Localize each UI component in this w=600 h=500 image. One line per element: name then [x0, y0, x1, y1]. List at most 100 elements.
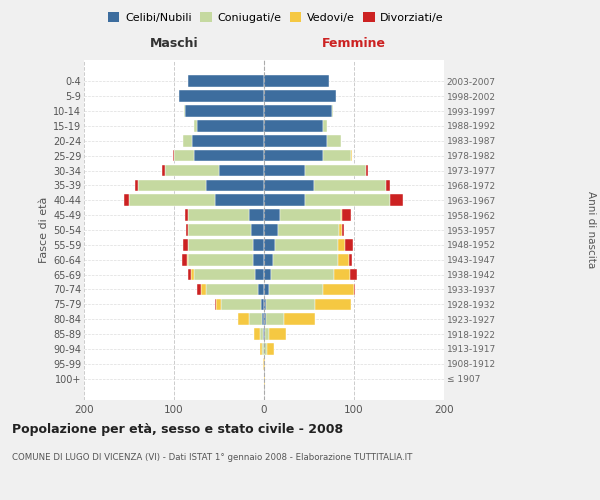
Bar	[260, 343, 262, 355]
Bar	[192, 135, 264, 146]
Bar	[205, 284, 258, 296]
Bar	[264, 135, 327, 146]
Bar	[185, 210, 187, 221]
Bar	[254, 328, 260, 340]
Bar	[162, 164, 165, 176]
Bar	[264, 343, 266, 355]
Bar	[264, 254, 273, 266]
Bar	[264, 76, 329, 87]
Bar	[264, 105, 331, 117]
Bar	[323, 284, 354, 296]
Bar	[305, 164, 366, 176]
Bar	[338, 224, 342, 236]
Bar	[219, 164, 264, 176]
Bar	[179, 90, 264, 102]
Bar	[205, 180, 264, 191]
Bar	[264, 269, 271, 280]
Text: Anni di nascita: Anni di nascita	[586, 192, 596, 268]
Bar	[201, 284, 205, 296]
Bar	[390, 194, 403, 206]
Bar	[165, 164, 219, 176]
Bar	[334, 269, 350, 280]
Bar	[331, 105, 334, 117]
Bar	[264, 298, 266, 310]
Bar	[264, 373, 265, 384]
Bar	[264, 224, 277, 236]
Bar	[323, 120, 327, 132]
Bar	[182, 254, 187, 266]
Bar	[188, 239, 253, 250]
Bar	[275, 239, 338, 250]
Bar	[264, 164, 305, 176]
Bar	[264, 328, 265, 340]
Bar	[249, 210, 264, 221]
Bar	[253, 254, 264, 266]
Bar	[264, 120, 323, 132]
Bar	[280, 210, 341, 221]
Bar	[264, 90, 336, 102]
Y-axis label: Fasce di età: Fasce di età	[38, 197, 49, 263]
Bar	[184, 105, 185, 117]
Bar	[185, 105, 264, 117]
Bar	[354, 284, 355, 296]
Bar	[197, 120, 264, 132]
Bar	[251, 224, 264, 236]
Text: Maschi: Maschi	[149, 37, 199, 50]
Bar	[187, 269, 191, 280]
Bar	[386, 180, 390, 191]
Bar	[197, 284, 201, 296]
Bar	[273, 254, 338, 266]
Bar	[238, 314, 249, 325]
Bar	[255, 269, 264, 280]
Bar	[269, 328, 286, 340]
Bar	[183, 135, 192, 146]
Bar	[253, 239, 264, 250]
Bar	[188, 254, 253, 266]
Bar	[262, 343, 264, 355]
Bar	[264, 150, 323, 162]
Bar	[269, 284, 323, 296]
Bar	[342, 210, 352, 221]
Bar	[183, 239, 187, 250]
Bar	[136, 180, 138, 191]
Bar	[194, 120, 197, 132]
Bar	[327, 135, 341, 146]
Text: COMUNE DI LUGO DI VICENZA (VI) - Dati ISTAT 1° gennaio 2008 - Elaborazione TUTTI: COMUNE DI LUGO DI VICENZA (VI) - Dati IS…	[12, 452, 412, 462]
Bar	[173, 150, 174, 162]
Bar	[323, 150, 352, 162]
Bar	[264, 358, 265, 370]
Bar	[314, 180, 386, 191]
Bar	[350, 269, 356, 280]
Bar	[262, 298, 264, 310]
Bar	[186, 224, 188, 236]
Bar	[264, 239, 275, 250]
Bar	[271, 269, 334, 280]
Legend: Celibi/Nubili, Coniugati/e, Vedovi/e, Divorziati/e: Celibi/Nubili, Coniugati/e, Vedovi/e, Di…	[104, 8, 448, 28]
Bar	[124, 194, 129, 206]
Bar	[264, 194, 305, 206]
Bar	[265, 328, 269, 340]
Bar	[366, 164, 368, 176]
Bar	[258, 284, 264, 296]
Bar	[345, 239, 353, 250]
Text: Femmine: Femmine	[322, 37, 386, 50]
Bar	[187, 254, 188, 266]
Bar	[138, 180, 205, 191]
Bar	[187, 76, 264, 87]
Bar	[338, 239, 345, 250]
Bar	[194, 150, 264, 162]
Bar	[264, 210, 280, 221]
Bar	[249, 314, 262, 325]
Bar	[188, 224, 251, 236]
Text: Popolazione per età, sesso e stato civile - 2008: Popolazione per età, sesso e stato civil…	[12, 422, 343, 436]
Bar	[260, 328, 263, 340]
Bar	[194, 269, 255, 280]
Bar	[342, 224, 344, 236]
Bar	[174, 150, 194, 162]
Bar	[266, 314, 284, 325]
Bar	[264, 284, 269, 296]
Bar	[338, 254, 349, 266]
Bar	[262, 314, 264, 325]
Bar	[187, 210, 249, 221]
Bar	[221, 298, 262, 310]
